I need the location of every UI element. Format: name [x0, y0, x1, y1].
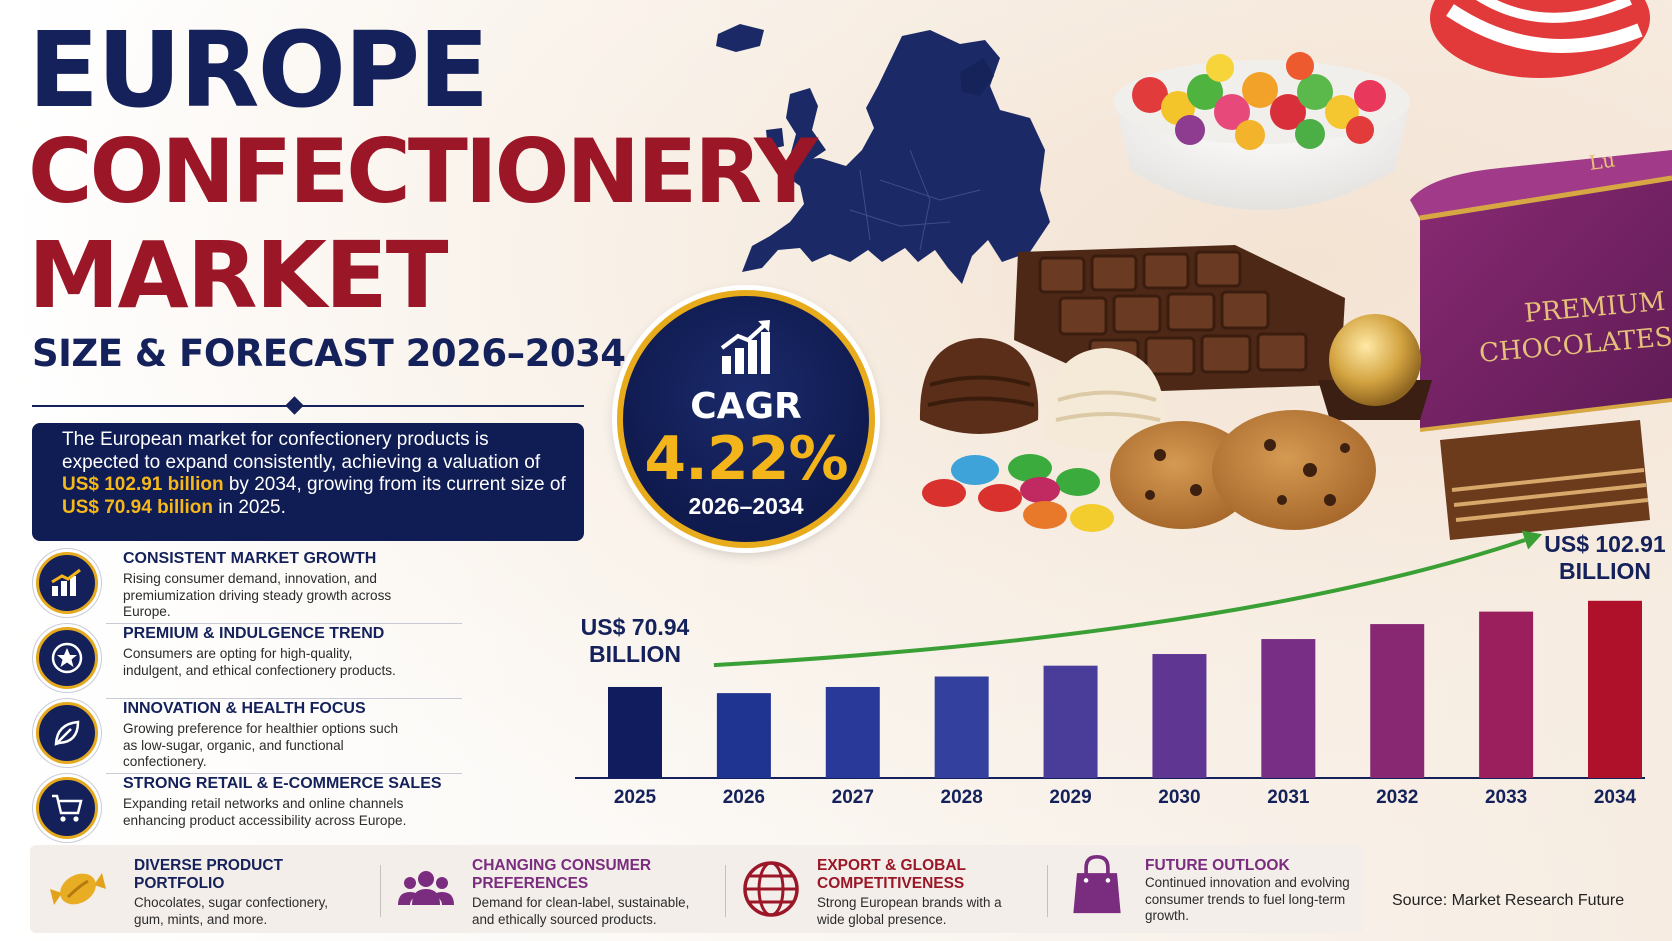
bar-2029	[1043, 665, 1098, 778]
x-tick-label: 2032	[1376, 787, 1418, 808]
intro-text-3: in 2025.	[213, 496, 286, 518]
divider	[32, 405, 584, 407]
globe-icon	[743, 861, 799, 917]
trend-arrow-head-icon	[1521, 530, 1543, 550]
gold-praline-icon	[1318, 314, 1432, 420]
x-tick-label: 2026	[723, 787, 765, 808]
x-tick-label: 2033	[1485, 787, 1527, 808]
feature-divider	[106, 773, 462, 774]
cagr-period: 2026–2034	[688, 493, 804, 519]
intro-box: The European market for confectionery pr…	[32, 423, 584, 541]
bar-2031	[1261, 639, 1316, 778]
feature-health-focus: INNOVATION & HEALTH FOCUS Growing prefer…	[32, 700, 462, 774]
bar-2025	[608, 686, 662, 778]
bar-2033	[1479, 611, 1534, 778]
lollipop-icon	[1430, 0, 1650, 78]
feature-retail-sales: STRONG RETAIL & E-COMMERCE SALES Expandi…	[32, 775, 462, 849]
bottom-item-consumer-preferences: CHANGING CONSUMER PREFERENCES Demand for…	[382, 845, 710, 933]
bottom-item-desc: Demand for clean-label, sustainable, and…	[472, 895, 690, 927]
feature-title: INNOVATION & HEALTH FOCUS	[123, 700, 366, 717]
cookie-icon	[1110, 410, 1376, 530]
candy-icon	[50, 873, 106, 905]
data-label-2034-unit: BILLION	[1559, 558, 1651, 584]
tin-label-top: Lu	[1587, 148, 1616, 175]
bar-2032	[1370, 624, 1425, 778]
intro-text-2: by 2034, growing from its current size o…	[223, 474, 566, 495]
bar-2034	[1588, 600, 1642, 778]
data-label-2025-unit: BILLION	[589, 641, 681, 667]
data-label-2034-value: US$ 102.91	[1544, 531, 1665, 557]
bottom-item-desc: Chocolates, sugar confectionery, gum, mi…	[134, 895, 329, 927]
bottom-item-desc: Strong European brands with a wide globa…	[817, 895, 1002, 927]
bottom-item-title: CHANGING CONSUMER PREFERENCES	[472, 857, 652, 892]
gummy-bowl-icon	[1114, 52, 1410, 210]
bottom-item-desc: Continued innovation and evolving consum…	[1145, 875, 1350, 923]
feature-market-growth: CONSISTENT MARKET GROWTH Rising consumer…	[32, 550, 462, 624]
bottom-item-future-outlook: FUTURE OUTLOOK Continued innovation and …	[1049, 845, 1364, 933]
feature-premium-trend: PREMIUM & INDULGENCE TREND Consumers are…	[32, 625, 462, 699]
cagr-value: 4.22%	[644, 424, 848, 494]
x-tick-label: 2029	[1049, 787, 1091, 808]
x-tick-label: 2034	[1594, 787, 1637, 808]
intro-value-2025: US$ 70.94 billion	[62, 496, 213, 518]
separator	[1047, 865, 1048, 917]
bottom-item-export-global: EXPORT & GLOBAL COMPETITIVENESS Strong E…	[727, 845, 1057, 933]
cagr-badge: CAGR 4.22% 2026–2034	[617, 290, 875, 548]
feature-desc: Growing preference for healthier options…	[123, 721, 399, 769]
candy-pieces-icon	[922, 454, 1114, 532]
x-tick-label: 2027	[832, 787, 874, 808]
feature-title: CONSISTENT MARKET GROWTH	[123, 550, 377, 567]
subtitle: SIZE & FORECAST 2026–2034	[32, 332, 626, 375]
intro-value-2034: US$ 102.91 billion	[62, 474, 224, 495]
feature-divider	[106, 698, 462, 699]
wafer-bar-icon	[1440, 420, 1650, 540]
title-line-2: CONFECTIONERY	[28, 120, 818, 223]
x-tick-label: 2025	[614, 787, 657, 808]
bottom-item-title: DIVERSE PRODUCT PORTFOLIO	[134, 857, 283, 892]
bottom-strip: DIVERSE PRODUCT PORTFOLIO Chocolates, su…	[30, 845, 1364, 933]
x-tick-label: 2030	[1158, 787, 1200, 808]
x-tick-label: 2031	[1267, 787, 1310, 808]
bottom-item-product-portfolio: DIVERSE PRODUCT PORTFOLIO Chocolates, su…	[30, 845, 380, 933]
growth-chart-icon	[720, 320, 770, 374]
bottom-item-title: FUTURE OUTLOOK	[1145, 857, 1290, 874]
feature-desc: Consumers are opting for high-quality, i…	[123, 646, 396, 678]
title-line-1: EUROPE	[28, 9, 489, 131]
bar-chart-icon	[36, 552, 98, 614]
bar-2028	[934, 676, 989, 778]
x-tick-label: 2028	[941, 787, 983, 808]
people-icon	[398, 871, 454, 905]
source-note: Source: Market Research Future	[1392, 892, 1625, 909]
feature-desc: Rising consumer demand, innovation, and …	[123, 571, 392, 619]
bottom-item-title: EXPORT & GLOBAL COMPETITIVENESS	[817, 857, 966, 892]
feature-title: STRONG RETAIL & E-COMMERCE SALES	[123, 775, 442, 792]
chocolate-tin-icon: PREMIUM CHOCOLATES Lu	[1410, 148, 1672, 432]
bar-2030	[1152, 654, 1207, 778]
market-size-bar-chart: 2025 2026 2027 2028 2029 2030 2031 2032 2033 2034…	[575, 530, 1665, 808]
bar-2026	[716, 693, 771, 778]
shopping-bag-icon	[1073, 855, 1121, 914]
intro-text-1: The European market for confectionery pr…	[62, 429, 541, 473]
leaf-icon	[36, 702, 98, 764]
bar-2027	[825, 686, 880, 778]
truffle-icon	[919, 338, 1167, 451]
feature-title: PREMIUM & INDULGENCE TREND	[123, 625, 385, 642]
feature-desc: Expanding retail networks and online cha…	[123, 796, 407, 828]
title-line-3: MARKET	[28, 222, 448, 329]
europe-map-icon	[716, 24, 1050, 284]
star-badge-icon	[36, 627, 98, 689]
cagr-label: CAGR	[690, 386, 802, 427]
data-label-2025-value: US$ 70.94	[581, 614, 690, 640]
separator	[725, 865, 726, 917]
cart-icon	[36, 777, 98, 839]
separator	[380, 865, 381, 917]
feature-divider	[106, 623, 462, 624]
trend-arrow-line	[713, 538, 1526, 668]
